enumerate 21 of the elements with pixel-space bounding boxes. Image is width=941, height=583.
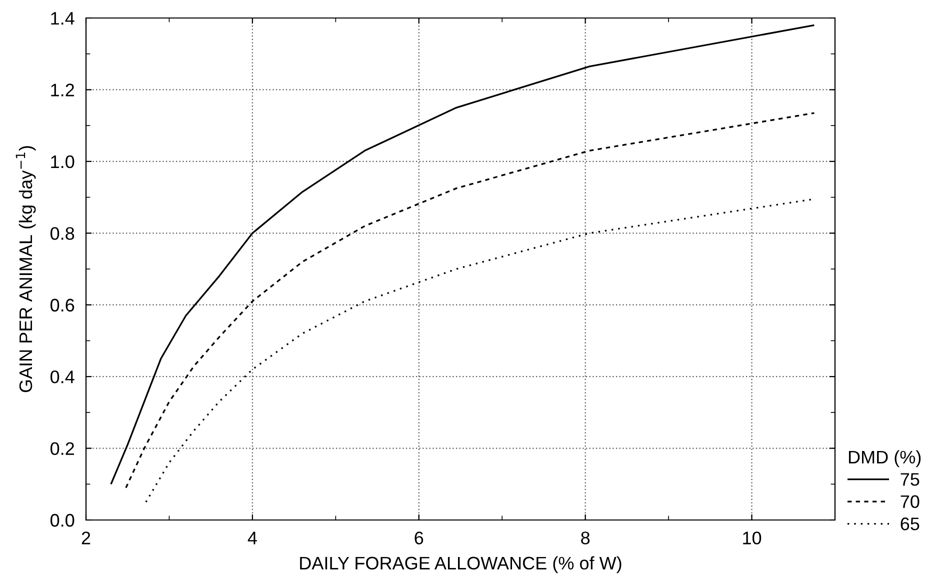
y-tick-label: 0.8 xyxy=(50,227,74,240)
line-series xyxy=(110,24,816,485)
legend-label: 70 xyxy=(900,495,920,508)
x-tick-label: 4 xyxy=(248,532,257,544)
x-tick-label: 6 xyxy=(414,532,424,544)
y-tick-label: 1.0 xyxy=(51,155,74,168)
y-tick-label: 0.2 xyxy=(50,442,74,456)
x-axis-title: DAILY FORAGE ALLOWANCE (% of W) xyxy=(300,556,622,574)
y-tick-label: 0.6 xyxy=(50,298,74,312)
y-tick-label: 1.2 xyxy=(51,84,74,96)
legend-label: 75 xyxy=(900,473,920,486)
text: 0.0 xyxy=(50,514,74,527)
x-tick-label: 10 xyxy=(743,532,762,544)
y-tick-label: 1.4 xyxy=(51,12,74,25)
line-series xyxy=(125,112,816,489)
y-axis-title: GAIN PER ANIMAL (kg day$^{−1}$) xyxy=(16,146,36,392)
legend-title: DMD (%) xyxy=(848,450,921,468)
y-tick-label: 0.4 xyxy=(50,370,74,384)
x-tick-label: 8 xyxy=(581,532,590,544)
legend-label: 65 xyxy=(900,518,920,530)
x-tick-label: 2 xyxy=(82,532,90,544)
